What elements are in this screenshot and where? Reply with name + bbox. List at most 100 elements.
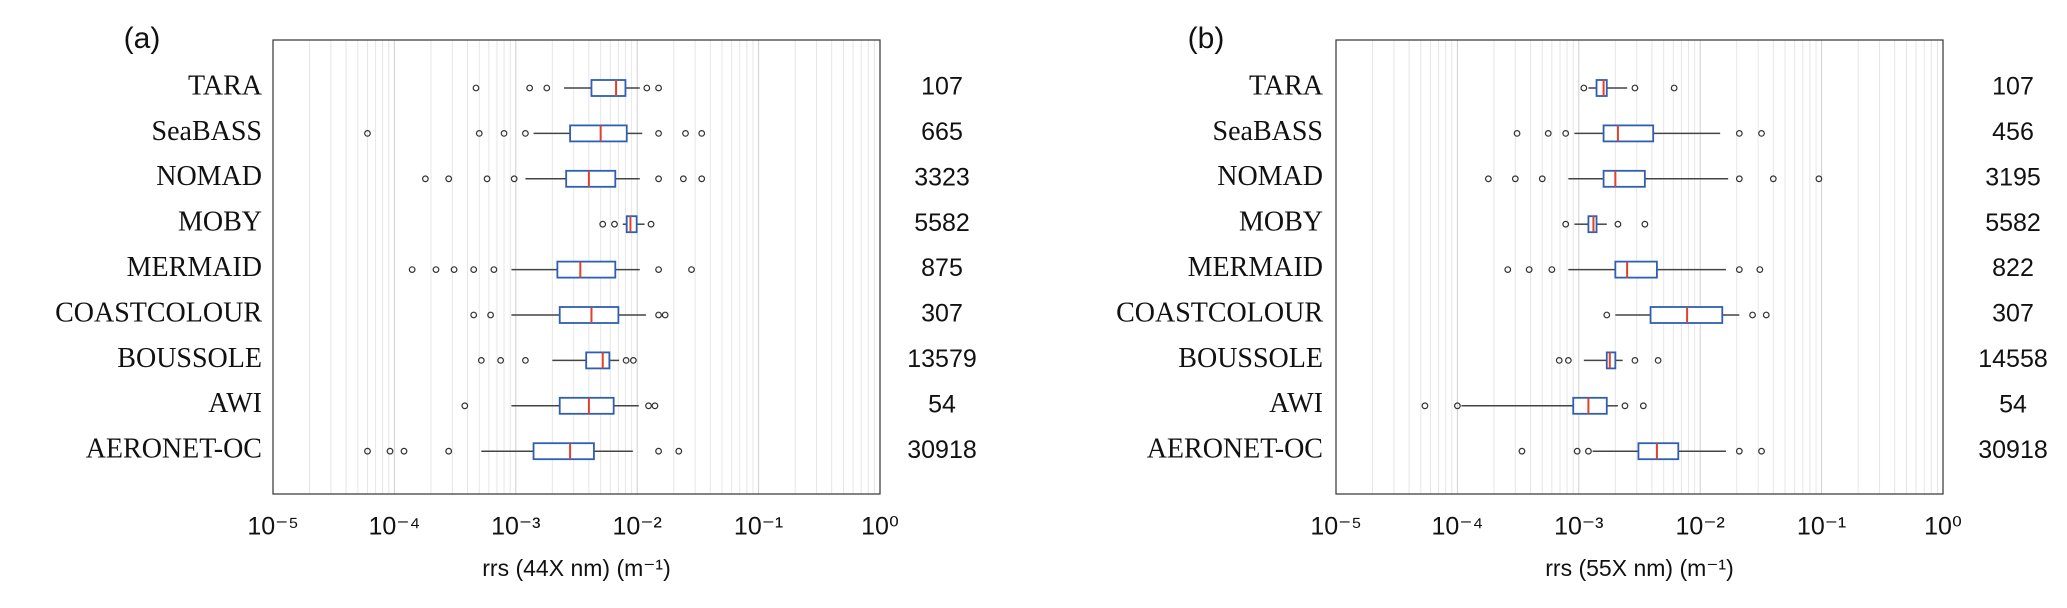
outlier xyxy=(432,266,440,274)
x-tick-label: 10⁰ xyxy=(861,513,899,541)
outlier xyxy=(1453,402,1461,410)
outlier xyxy=(1573,447,1581,455)
outlier xyxy=(1758,447,1765,455)
outlier xyxy=(629,357,637,364)
count-label: 5582 xyxy=(914,209,970,237)
x-axis-label: rrs (55X nm) (m⁻¹) xyxy=(1545,555,1733,581)
box xyxy=(565,169,617,188)
category-label: COASTCOLOUR xyxy=(55,297,262,328)
outlier xyxy=(1504,266,1512,274)
outlier xyxy=(655,266,662,274)
x-tick-label: 10⁻⁵ xyxy=(247,513,298,541)
box xyxy=(558,396,615,415)
outlier xyxy=(1762,311,1770,319)
outlier xyxy=(1421,402,1429,410)
outlier xyxy=(611,220,618,228)
outlier xyxy=(661,311,669,319)
outlier xyxy=(500,129,508,137)
category-label: AWI xyxy=(1269,388,1323,419)
outlier xyxy=(645,402,652,410)
outlier xyxy=(450,266,458,274)
axes-frame xyxy=(1335,39,1944,495)
x-tick-label: 10⁻⁵ xyxy=(1310,513,1361,541)
category-label: MOBY xyxy=(1239,207,1323,238)
outlier xyxy=(1735,129,1743,137)
box xyxy=(1595,79,1608,97)
count-label: 54 xyxy=(1999,390,2027,418)
outlier xyxy=(470,311,478,319)
outlier xyxy=(1758,129,1765,137)
outlier xyxy=(497,357,505,364)
outlier xyxy=(655,175,662,183)
outlier xyxy=(679,175,687,183)
outlier xyxy=(543,84,551,92)
category-label: TARA xyxy=(188,70,263,101)
box xyxy=(1602,124,1655,143)
count-label: 13579 xyxy=(907,345,977,373)
outlier xyxy=(477,357,485,364)
outlier xyxy=(400,447,408,455)
box xyxy=(558,306,620,324)
outlier xyxy=(470,266,478,274)
outlier xyxy=(1555,357,1563,364)
count-label: 5582 xyxy=(1985,209,2041,237)
category-label: MOBY xyxy=(178,207,262,238)
outlier xyxy=(526,84,534,92)
count-label: 107 xyxy=(1992,73,2034,101)
category-label: AERONET-OC xyxy=(1147,434,1323,465)
category-label: BOUSSOLE xyxy=(117,343,262,374)
outlier xyxy=(1603,311,1611,319)
x-tick-label: 10⁻² xyxy=(613,513,662,541)
x-tick-label: 10⁻¹ xyxy=(734,513,783,541)
panel-label: (a) xyxy=(124,22,161,55)
box xyxy=(1572,396,1608,415)
outlier xyxy=(1749,311,1756,319)
count-label: 30918 xyxy=(907,436,977,464)
x-tick-label: 10⁻² xyxy=(1676,513,1725,541)
outlier xyxy=(675,447,683,455)
category-label: AERONET-OC xyxy=(86,434,262,465)
outlier xyxy=(475,129,483,137)
panel-label: (b) xyxy=(1188,22,1225,55)
outlier xyxy=(655,84,662,92)
category-label: SeaBASS xyxy=(1213,116,1323,147)
category-label: MERMAID xyxy=(1188,252,1323,283)
outlier xyxy=(622,357,630,364)
category-label: AWI xyxy=(208,388,262,419)
count-label: 456 xyxy=(1992,118,2034,146)
outlier xyxy=(1769,175,1777,183)
count-label: 14558 xyxy=(1978,345,2048,373)
count-label: 307 xyxy=(1992,300,2034,328)
x-tick-label: 10⁻¹ xyxy=(1797,513,1846,541)
outlier xyxy=(364,129,371,137)
count-label: 307 xyxy=(921,300,963,328)
outlier xyxy=(1562,220,1570,228)
box xyxy=(1602,169,1646,188)
box xyxy=(1637,442,1680,461)
outlier xyxy=(1614,220,1622,228)
outlier xyxy=(1548,266,1556,274)
outlier xyxy=(1538,175,1546,183)
outlier xyxy=(1735,266,1743,274)
outlier xyxy=(1639,402,1647,410)
outlier xyxy=(472,84,480,92)
category-label: SeaBASS xyxy=(152,116,262,147)
outlier xyxy=(1641,220,1649,228)
count-label: 822 xyxy=(1992,254,2034,282)
category-label: NOMAD xyxy=(156,161,262,192)
box xyxy=(585,351,611,370)
count-label: 875 xyxy=(921,254,963,282)
count-label: 3323 xyxy=(914,163,970,191)
x-tick-label: 10⁻⁴ xyxy=(1432,513,1484,541)
outlier xyxy=(364,447,371,455)
category-label: BOUSSOLE xyxy=(1178,343,1323,374)
outlier xyxy=(1670,84,1678,92)
outlier xyxy=(698,175,706,183)
category-label: NOMAD xyxy=(1217,161,1323,192)
outlier xyxy=(651,402,659,410)
outlier xyxy=(1621,402,1629,410)
outlier xyxy=(490,266,498,274)
category-label: COASTCOLOUR xyxy=(1116,297,1323,328)
x-axis-label: rrs (44X nm) (m⁻¹) xyxy=(482,555,670,581)
